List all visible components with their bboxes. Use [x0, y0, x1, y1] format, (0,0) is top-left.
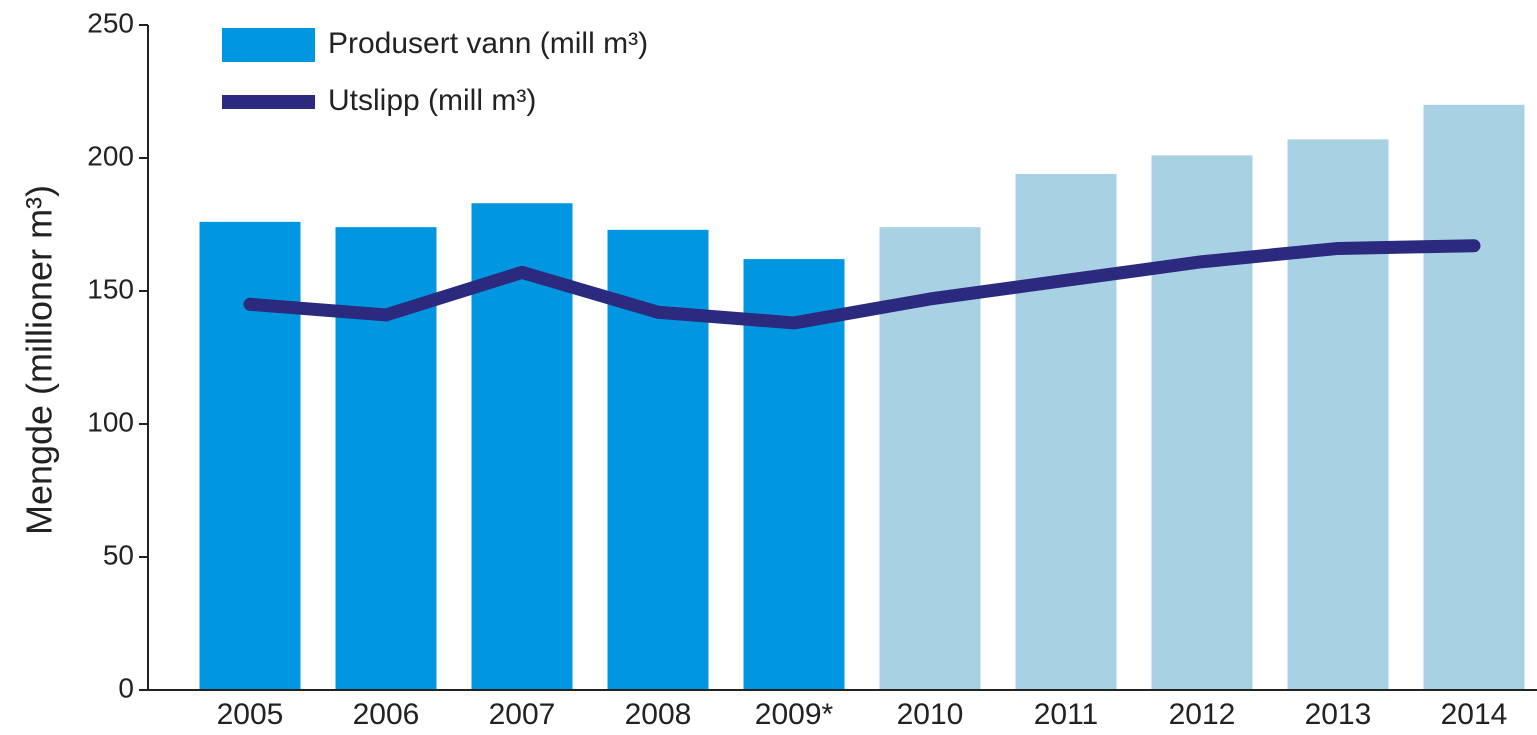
bar — [1151, 155, 1253, 691]
x-tick-label: 2006 — [353, 698, 420, 731]
bar — [199, 221, 301, 690]
bar — [1287, 139, 1389, 690]
y-tick-label: 0 — [118, 672, 134, 703]
y-axis-label: Mengde (millioner m³) — [19, 185, 60, 535]
x-tick-label: 2014 — [1441, 698, 1508, 731]
legend-label: Produsert vann (mill m³) — [328, 27, 648, 60]
x-tick-label: 2013 — [1305, 698, 1372, 731]
y-tick-label: 100 — [87, 406, 134, 437]
x-tick-label: 2008 — [625, 698, 692, 731]
x-tick-label: 2009* — [755, 698, 834, 731]
legend-swatch — [222, 28, 315, 62]
line — [243, 239, 1481, 330]
y-tick-label: 200 — [87, 140, 134, 171]
x-tick-label: 2010 — [897, 698, 964, 731]
x-tick-label: 2005 — [217, 698, 284, 731]
x-tick-label: 2011 — [1034, 698, 1099, 731]
bar — [1015, 173, 1117, 690]
x-tick-label: 2007 — [489, 698, 556, 731]
bar — [743, 259, 845, 690]
y-tick-label: 250 — [87, 7, 134, 38]
bar — [1423, 104, 1525, 691]
x-tick-label: 2012 — [1169, 698, 1236, 731]
y-tick-label: 50 — [103, 539, 134, 570]
y-tick-label: 150 — [87, 273, 134, 304]
legend-label: Utslipp (mill m³) — [328, 84, 536, 117]
bar — [335, 227, 437, 690]
